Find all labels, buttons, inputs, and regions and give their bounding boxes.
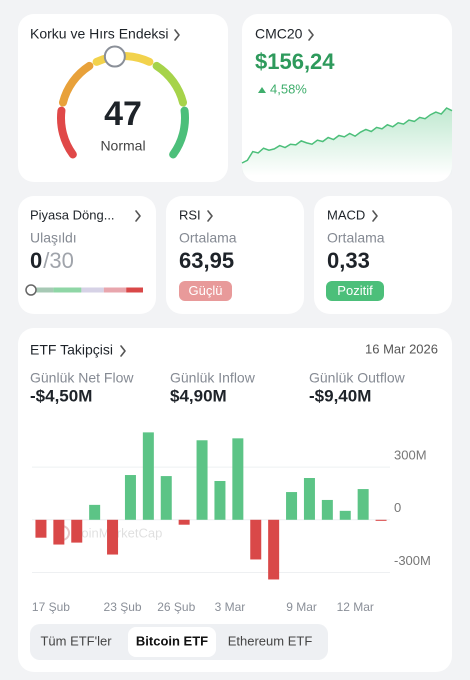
x-tick-label: 26 Şub — [157, 600, 195, 614]
macd-title: MACD — [327, 207, 365, 222]
stat-value: -$9,40M — [309, 386, 371, 405]
macd-value: 0,33 — [327, 248, 370, 273]
rsi-badge: Güçlü — [189, 283, 223, 298]
cmc20-price: $156,24 — [255, 49, 335, 74]
tab[interactable]: Tüm ETF'ler — [40, 633, 112, 648]
y-tick-label: -300M — [394, 553, 431, 568]
chevron — [120, 345, 126, 357]
x-tick-label: 17 Şub — [32, 600, 70, 614]
chevron — [174, 29, 180, 41]
bar — [250, 519, 262, 560]
stat-label: Günlük Inflow — [170, 370, 256, 386]
gauge-segment — [57, 106, 77, 159]
cmc20-change: 4,58% — [270, 81, 307, 96]
bar — [232, 438, 244, 520]
stat-value: -$4,50M — [30, 386, 92, 405]
cycle-value: 0 — [30, 248, 42, 273]
rsi-title: RSI — [179, 207, 201, 222]
cycle-segment — [53, 287, 82, 293]
cmc20-title: CMC20 — [255, 26, 303, 42]
sparkline — [241, 107, 453, 164]
fear-greed-title: Korku ve Hırs Endeksi — [30, 26, 169, 42]
cycle-knob — [25, 284, 37, 296]
gauge-segment — [152, 61, 188, 107]
bar — [71, 519, 83, 543]
stat-value: $4,90M — [170, 386, 227, 405]
x-tick-label: 3 Mar — [215, 600, 246, 614]
stat-label: Günlük Outflow — [309, 370, 406, 386]
fear-greed-card[interactable] — [18, 14, 228, 182]
bar — [178, 519, 190, 525]
bar — [35, 519, 47, 538]
macd-badge-bg — [326, 281, 384, 301]
rsi-value: 63,95 — [179, 248, 234, 273]
gauge-knob — [103, 45, 126, 68]
bar — [375, 519, 387, 521]
bar — [357, 489, 369, 520]
macd-badge: Pozitif — [337, 283, 373, 298]
macd-status: Ortalama — [327, 230, 385, 246]
tab[interactable]: Ethereum ETF — [228, 633, 313, 648]
chevron — [372, 210, 378, 222]
bar — [214, 480, 226, 520]
cycle-segment — [126, 287, 143, 293]
bar — [89, 504, 101, 520]
bar — [321, 499, 333, 520]
cycle-segment — [31, 287, 54, 293]
gauge-segment — [169, 106, 189, 159]
tab-selected — [128, 627, 216, 657]
bar — [160, 476, 172, 520]
cycle-status: Ulaşıldı — [30, 230, 77, 246]
fear-greed-label: Normal — [100, 138, 145, 154]
bar — [268, 519, 280, 580]
x-tick-label: 23 Şub — [104, 600, 142, 614]
cycle-segment — [103, 287, 127, 293]
chevron — [207, 210, 213, 222]
tab[interactable]: Bitcoin ETF — [136, 633, 208, 648]
bar — [53, 519, 65, 545]
cycle-title: Piyasa Döng... — [30, 207, 115, 222]
etf-title: ETF Takipçisi — [30, 342, 113, 358]
chevron — [135, 210, 141, 222]
chevron — [308, 29, 314, 41]
up-arrow — [258, 87, 266, 93]
gauge-segment — [58, 61, 94, 107]
bar — [196, 440, 208, 520]
cycle-of: /30 — [43, 248, 74, 273]
sparkline-area — [242, 108, 452, 176]
bar — [286, 492, 298, 520]
fear-greed-value: 47 — [104, 95, 142, 133]
stat-label: Günlük Net Flow — [30, 370, 134, 386]
y-tick-label: 300M — [394, 448, 427, 463]
bar — [339, 510, 351, 520]
cycle-segment — [81, 287, 104, 293]
bar — [142, 432, 154, 520]
bar — [124, 475, 136, 520]
rsi-status: Ortalama — [179, 230, 237, 246]
bar — [107, 519, 119, 555]
y-tick-label: 0 — [394, 500, 401, 515]
x-tick-label: 12 Mar — [337, 600, 374, 614]
etf-date: 16 Mar 2026 — [365, 341, 438, 356]
bar — [303, 478, 315, 520]
cycle-card[interactable] — [18, 196, 156, 314]
rsi-badge-bg — [179, 281, 232, 301]
x-tick-label: 9 Mar — [286, 600, 317, 614]
